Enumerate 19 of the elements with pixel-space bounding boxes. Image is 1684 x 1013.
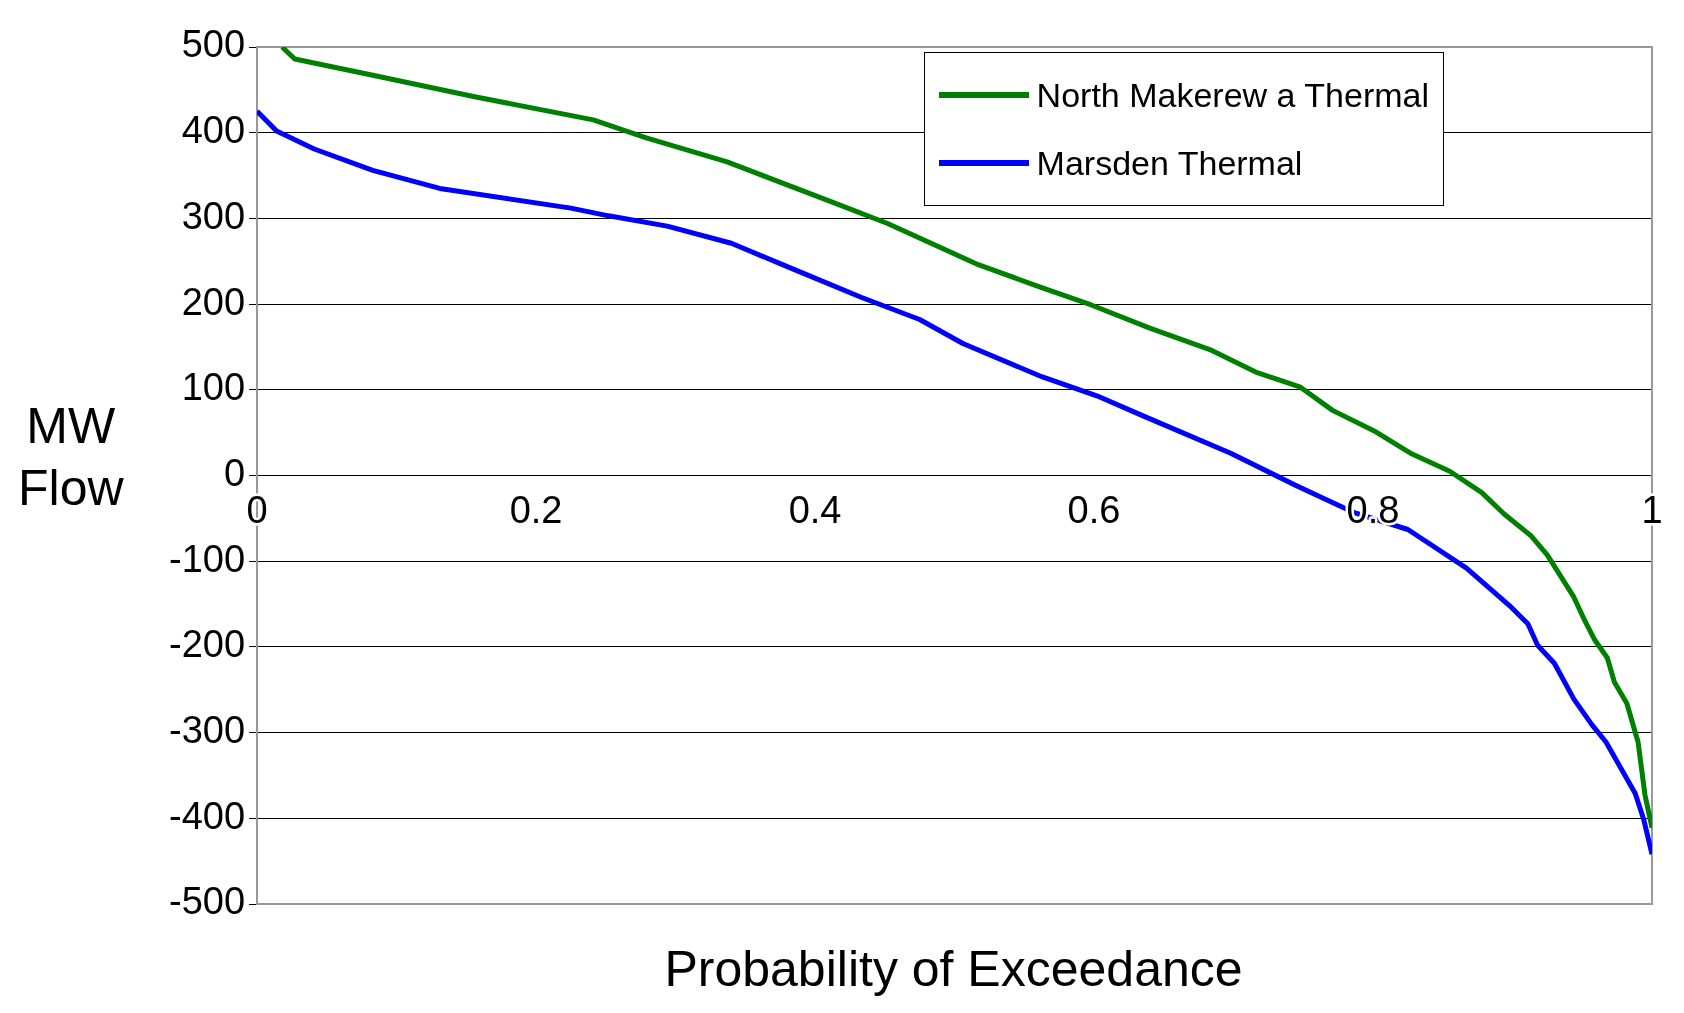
- y-tick-label: 300: [181, 194, 246, 237]
- y-tick-label: 500: [181, 23, 246, 66]
- x-tick-label: 1: [1641, 488, 1663, 531]
- y-tick-label: -200: [168, 623, 246, 666]
- y-tick-label: -100: [168, 537, 246, 580]
- y-tick-label: 0: [223, 451, 246, 494]
- y-tick-label: -300: [168, 709, 246, 752]
- x-axis-title: Probability of Exceedance: [663, 940, 1244, 998]
- y-axis-title: MW Flow: [18, 397, 124, 518]
- y-tick-label: 200: [181, 280, 246, 323]
- legend-label: Marsden Thermal: [1036, 143, 1303, 183]
- y-tick-label: -500: [168, 880, 246, 923]
- x-tick-label: 0.4: [788, 488, 842, 531]
- y-tick-label: -400: [168, 794, 246, 837]
- legend-label: North Makerew a Thermal: [1036, 75, 1429, 115]
- y-tick-label: 400: [181, 109, 246, 152]
- x-tick-label: 0.6: [1067, 488, 1121, 531]
- y-tick-label: 100: [181, 366, 246, 409]
- x-tick-label: 0.2: [509, 488, 563, 531]
